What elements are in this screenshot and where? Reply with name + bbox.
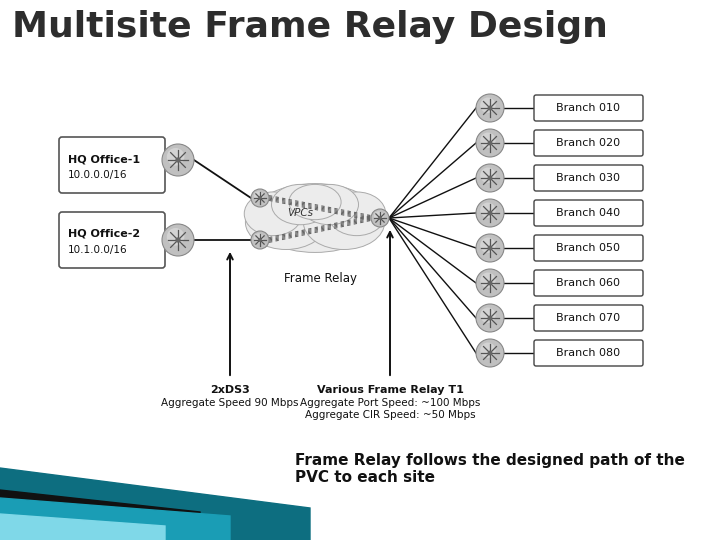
Text: Branch 050: Branch 050 (557, 243, 621, 253)
Ellipse shape (271, 184, 330, 225)
FancyBboxPatch shape (534, 340, 643, 366)
Circle shape (251, 189, 269, 207)
Circle shape (480, 307, 495, 323)
Text: Branch 020: Branch 020 (557, 138, 621, 148)
Circle shape (476, 269, 504, 297)
Circle shape (488, 177, 492, 180)
Circle shape (476, 199, 504, 227)
FancyBboxPatch shape (534, 165, 643, 191)
Text: Various Frame Relay T1: Various Frame Relay T1 (317, 385, 464, 395)
Circle shape (476, 94, 504, 122)
Text: Branch 040: Branch 040 (557, 208, 621, 218)
Text: Branch 030: Branch 030 (557, 173, 621, 183)
FancyBboxPatch shape (534, 235, 643, 261)
Text: Aggregate Port Speed: ~100 Mbps
Aggregate CIR Speed: ~50 Mbps: Aggregate Port Speed: ~100 Mbps Aggregat… (300, 398, 480, 420)
Text: Branch 060: Branch 060 (557, 278, 621, 288)
Text: 2xDS3: 2xDS3 (210, 385, 250, 395)
Polygon shape (0, 498, 230, 540)
Circle shape (488, 211, 492, 215)
Circle shape (488, 106, 492, 110)
Ellipse shape (300, 184, 359, 225)
Text: 10.0.0.0/16: 10.0.0.0/16 (68, 170, 127, 180)
Ellipse shape (303, 195, 384, 249)
Circle shape (476, 234, 504, 262)
Circle shape (480, 167, 495, 183)
Text: Branch 080: Branch 080 (557, 348, 621, 358)
Ellipse shape (251, 184, 379, 252)
Circle shape (476, 164, 504, 192)
FancyBboxPatch shape (534, 200, 643, 226)
Text: Multisite Frame Relay Design: Multisite Frame Relay Design (12, 10, 608, 44)
Circle shape (480, 98, 495, 113)
Circle shape (371, 209, 389, 227)
Circle shape (476, 339, 504, 367)
FancyBboxPatch shape (534, 130, 643, 156)
Text: Frame Relay: Frame Relay (284, 272, 356, 285)
Ellipse shape (328, 192, 386, 235)
Circle shape (379, 217, 381, 219)
Circle shape (253, 191, 264, 201)
Circle shape (176, 158, 180, 162)
Circle shape (251, 231, 269, 249)
Circle shape (488, 141, 492, 145)
Circle shape (476, 304, 504, 332)
Circle shape (374, 211, 384, 221)
Circle shape (162, 144, 194, 176)
FancyBboxPatch shape (59, 212, 165, 268)
FancyBboxPatch shape (59, 137, 165, 193)
Ellipse shape (244, 192, 302, 235)
Circle shape (480, 273, 495, 288)
Text: Aggregate Speed 90 Mbps: Aggregate Speed 90 Mbps (161, 398, 299, 408)
Circle shape (259, 197, 261, 199)
Text: VPCs: VPCs (287, 208, 313, 218)
Circle shape (253, 233, 264, 243)
Polygon shape (0, 490, 200, 540)
Circle shape (167, 228, 184, 246)
FancyBboxPatch shape (534, 305, 643, 331)
Ellipse shape (246, 195, 327, 249)
Circle shape (480, 342, 495, 358)
Circle shape (480, 238, 495, 253)
Circle shape (259, 239, 261, 241)
Circle shape (488, 281, 492, 285)
Circle shape (476, 129, 504, 157)
Circle shape (488, 316, 492, 320)
Polygon shape (0, 514, 165, 540)
Circle shape (480, 202, 495, 218)
FancyBboxPatch shape (534, 270, 643, 296)
Polygon shape (0, 468, 310, 540)
Text: Branch 070: Branch 070 (557, 313, 621, 323)
Circle shape (488, 352, 492, 355)
Circle shape (162, 224, 194, 256)
Ellipse shape (289, 184, 341, 220)
Circle shape (167, 148, 184, 166)
FancyBboxPatch shape (534, 95, 643, 121)
Circle shape (176, 238, 180, 242)
Text: 10.1.0.0/16: 10.1.0.0/16 (68, 245, 127, 255)
Text: Frame Relay follows the designed path of the
PVC to each site: Frame Relay follows the designed path of… (295, 453, 685, 485)
Text: HQ Office-1: HQ Office-1 (68, 154, 140, 164)
Circle shape (480, 132, 495, 148)
Text: HQ Office-2: HQ Office-2 (68, 229, 140, 239)
Circle shape (488, 246, 492, 249)
Text: Branch 010: Branch 010 (557, 103, 621, 113)
